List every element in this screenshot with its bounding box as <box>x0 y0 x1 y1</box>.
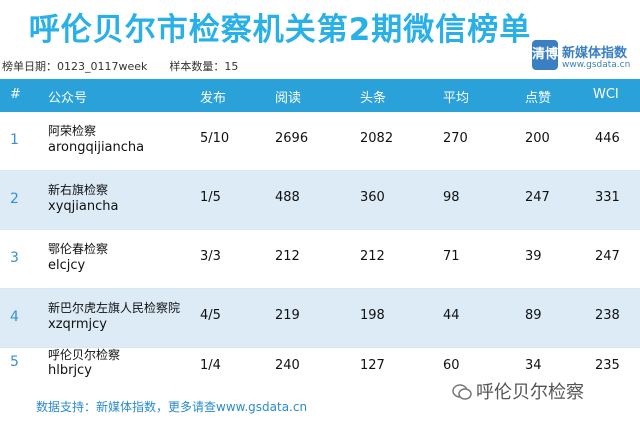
row-account-id: xyqjiancha <box>48 199 119 214</box>
ranking-period: 榜单日期：0123_0117week <box>2 60 148 73</box>
header-average: 平均 <box>443 91 470 106</box>
header-likes: 点赞 <box>525 91 552 106</box>
row-likes: 247 <box>525 190 550 205</box>
row-account-name: 新巴尔虎左旗人民检察院 <box>48 301 181 315</box>
sample-count: 样本数量：15 <box>169 60 239 73</box>
row-publish: 1/4 <box>200 358 221 373</box>
row-wci: 235 <box>595 358 620 373</box>
logo-name: 新媒体指数 <box>562 46 628 61</box>
table-row[interactable]: 2 新右旗检察 xyqjiancha 1/5 488 360 98 247 33… <box>0 171 640 230</box>
logo-url: www.gsdata.cn <box>562 60 631 70</box>
row-headline: 212 <box>360 249 385 264</box>
header-rank: # <box>10 87 21 102</box>
row-wci: 238 <box>595 308 620 323</box>
row-read: 2696 <box>275 131 309 146</box>
row-average: 60 <box>443 358 460 373</box>
row-account-id: elcjcy <box>48 258 86 273</box>
logo-badge-icon: 清博 <box>532 40 558 70</box>
row-headline: 198 <box>360 308 385 323</box>
row-average: 270 <box>443 131 468 146</box>
row-likes: 34 <box>525 358 542 373</box>
row-rank: 1 <box>10 132 19 148</box>
row-headline: 2082 <box>360 131 394 146</box>
ranking-meta: 榜单日期：0123_0117week 样本数量：15 <box>2 58 238 74</box>
row-likes: 89 <box>525 308 542 323</box>
row-wci: 331 <box>595 190 620 205</box>
row-read: 219 <box>275 308 300 323</box>
gsdata-logo: 清博 新媒体指数 www.gsdata.cn <box>532 40 640 80</box>
row-rank: 2 <box>10 191 19 207</box>
page-title: 呼伦贝尔市检察机关第2期微信榜单 <box>28 12 532 48</box>
row-rank: 3 <box>10 250 19 266</box>
row-likes: 39 <box>525 249 542 264</box>
table-row[interactable]: 1 阿荣检察 arongqijiancha 5/10 2696 2082 270… <box>0 112 640 171</box>
row-headline: 127 <box>360 358 385 373</box>
row-publish: 3/3 <box>200 249 221 264</box>
row-wci: 446 <box>595 131 620 146</box>
table-row[interactable]: 4 新巴尔虎左旗人民检察院 xzqrmjcy 4/5 219 198 44 89… <box>0 289 640 348</box>
row-average: 71 <box>443 249 460 264</box>
row-read: 488 <box>275 190 300 205</box>
row-account-name: 呼伦贝尔检察 <box>48 348 121 362</box>
watermark-text: 呼伦贝尔检察 <box>476 382 584 403</box>
row-average: 98 <box>443 190 460 205</box>
row-publish: 5/10 <box>200 131 230 146</box>
row-publish: 1/5 <box>200 190 221 205</box>
row-wci: 247 <box>595 249 620 264</box>
table-header: # 公众号 发布 阅读 头条 平均 点赞 WCI <box>0 79 640 112</box>
data-source-footer: 数据支持：新媒体指数，更多请查www.gsdata.cn <box>36 400 308 414</box>
row-account-id: hlbrjcy <box>48 363 92 378</box>
header-headline: 头条 <box>360 91 387 106</box>
row-account-name: 鄂伦春检察 <box>48 242 109 256</box>
table-row[interactable]: 3 鄂伦春检察 elcjcy 3/3 212 212 71 39 247 <box>0 230 640 289</box>
header-account: 公众号 <box>48 91 88 106</box>
row-rank: 5 <box>10 354 19 370</box>
row-rank: 4 <box>10 309 19 325</box>
row-headline: 360 <box>360 190 385 205</box>
row-account-id: arongqijiancha <box>48 140 145 155</box>
row-account-name: 新右旗检察 <box>48 183 109 197</box>
row-publish: 4/5 <box>200 308 221 323</box>
wechat-icon <box>452 384 472 400</box>
row-likes: 200 <box>525 131 550 146</box>
wechat-watermark: 呼伦贝尔检察 <box>452 378 584 404</box>
row-read: 240 <box>275 358 300 373</box>
header-wci: WCI <box>593 87 619 102</box>
row-account-id: xzqrmjcy <box>48 317 108 332</box>
header-publish: 发布 <box>200 91 227 106</box>
row-account-name: 阿荣检察 <box>48 124 97 138</box>
row-average: 44 <box>443 308 460 323</box>
row-read: 212 <box>275 249 300 264</box>
table-row[interactable]: 5 呼伦贝尔检察 hlbrjcy 1/4 240 127 60 34 235 <box>0 338 640 388</box>
header-read: 阅读 <box>275 91 302 106</box>
